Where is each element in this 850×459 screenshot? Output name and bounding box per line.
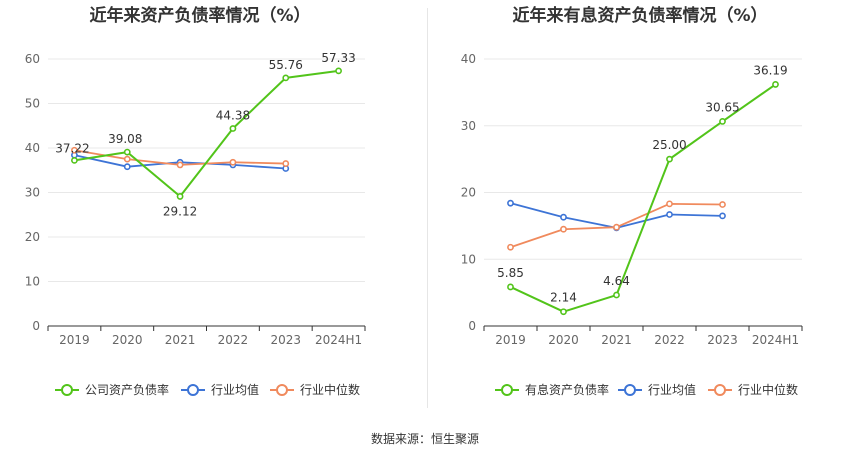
x-tick-label: 2021 xyxy=(601,333,632,347)
legend-label: 行业中位数 xyxy=(300,382,360,397)
x-tick-label: 2020 xyxy=(548,333,579,347)
data-point-2 xyxy=(282,160,290,167)
data-point-1 xyxy=(666,211,673,218)
x-tick-label: 2019 xyxy=(59,333,90,347)
series-line-0 xyxy=(510,83,777,313)
chart-title: 近年来资产负债率情况（%） xyxy=(89,5,310,26)
data-label: 37.22 xyxy=(55,141,89,155)
legend-swatch-marker xyxy=(714,384,726,396)
y-tick-label: 50 xyxy=(25,97,40,111)
y-tick-label: 20 xyxy=(25,230,40,244)
data-point-2 xyxy=(123,155,131,163)
data-label: 2.14 xyxy=(550,291,577,305)
x-tick-label: 2019 xyxy=(495,333,526,347)
x-tick-label: 2024H1 xyxy=(315,333,362,347)
data-point-2 xyxy=(719,201,726,208)
data-label: 25.00 xyxy=(652,138,686,152)
data-label: 4.64 xyxy=(603,274,630,288)
y-tick-label: 30 xyxy=(461,119,476,133)
data-point-0 xyxy=(666,155,673,163)
series-line-0 xyxy=(74,69,339,198)
x-tick-label: 2021 xyxy=(165,333,196,347)
left-chart-panel: 近年来资产负债率情况（%） 0 10 20 30 40 50 60 2019 2020 2021 20… xyxy=(0,0,425,420)
legend-swatch-marker xyxy=(624,384,636,396)
x-tick-label: 2022 xyxy=(654,333,685,347)
data-label: 30.65 xyxy=(705,100,739,114)
legend-swatch-marker xyxy=(187,384,199,396)
left-chart: 近年来资产负债率情况（%） 0 10 20 30 40 50 60 2019 2020 2021 20… xyxy=(25,5,366,397)
y-tick-label: 30 xyxy=(25,186,40,200)
data-point-0 xyxy=(772,81,779,88)
y-tick-label: 20 xyxy=(461,186,476,200)
legend-label: 有息资产负债率 xyxy=(525,382,609,397)
data-point-2 xyxy=(176,161,184,169)
data-source: 数据来源：恒生聚源 xyxy=(370,432,479,446)
data-point-0 xyxy=(613,291,620,299)
data-label: 5.85 xyxy=(497,266,524,280)
data-point-2 xyxy=(666,200,673,208)
right-chart: 近年来有息资产负债率情况（%） 0 10 20 30 40 2019 2020 2021 2022… xyxy=(461,5,803,397)
panel-divider xyxy=(427,8,428,408)
x-tick-label: 2023 xyxy=(270,333,301,347)
x-tick-label: 2023 xyxy=(707,333,738,347)
data-label: 29.12 xyxy=(163,204,197,218)
data-point-0 xyxy=(123,148,131,156)
chart-title: 近年来有息资产负债率情况（%） xyxy=(512,5,767,26)
data-point-2 xyxy=(71,146,78,154)
legend-label: 行业均值 xyxy=(211,382,259,397)
data-point-2 xyxy=(507,243,514,251)
y-tick-label: 10 xyxy=(25,275,40,289)
data-label: 39.08 xyxy=(108,132,142,146)
data-point-0 xyxy=(560,308,567,316)
legend-swatch-marker xyxy=(501,384,513,396)
data-point-2 xyxy=(613,223,620,231)
legend-label: 行业中位数 xyxy=(738,382,798,397)
data-point-0 xyxy=(719,118,726,125)
data-point-1 xyxy=(719,212,726,220)
data-point-1 xyxy=(507,199,514,207)
right-chart-panel: 近年来有息资产负债率情况（%） 0 10 20 30 40 2019 2020 2021 2022… xyxy=(425,0,850,420)
legend-label: 公司资产负债率 xyxy=(85,382,169,397)
data-label: 57.33 xyxy=(321,51,355,65)
data-point-2 xyxy=(560,225,567,233)
y-tick-label: 0 xyxy=(32,319,40,333)
data-point-0 xyxy=(282,74,290,82)
data-point-0 xyxy=(507,283,514,291)
data-label: 44.38 xyxy=(216,109,250,123)
y-tick-label: 60 xyxy=(25,52,40,66)
data-point-1 xyxy=(560,213,567,221)
x-tick-label: 2020 xyxy=(112,333,143,347)
legend-swatch-marker xyxy=(61,384,73,396)
data-label: 55.76 xyxy=(269,58,303,72)
data-point-2 xyxy=(229,158,237,166)
data-point-0 xyxy=(335,67,342,75)
legend-swatch-marker xyxy=(276,384,288,396)
data-label: 36.19 xyxy=(753,63,787,77)
y-tick-label: 40 xyxy=(25,141,40,155)
x-tick-label: 2024H1 xyxy=(752,333,799,347)
y-tick-label: 10 xyxy=(461,252,476,266)
data-point-1 xyxy=(123,163,131,171)
legend-label: 行业均值 xyxy=(648,382,696,397)
x-tick-label: 2022 xyxy=(218,333,249,347)
data-point-0 xyxy=(71,156,78,164)
data-point-0 xyxy=(176,193,184,200)
y-tick-label: 0 xyxy=(468,319,476,333)
data-point-0 xyxy=(229,125,237,132)
y-tick-label: 40 xyxy=(461,52,476,66)
